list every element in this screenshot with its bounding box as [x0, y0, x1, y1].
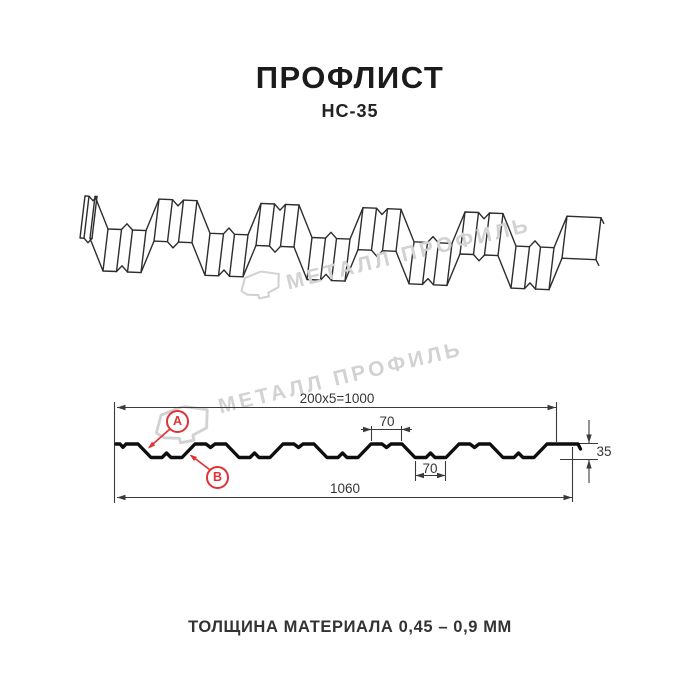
dim-top-flange-label: 70: [379, 414, 395, 429]
side-b-badge: B: [206, 466, 229, 489]
dim-height-label: 35: [596, 444, 612, 459]
page-title: ПРОФЛИСТ: [255, 60, 445, 95]
dim-full-width-label: 1060: [329, 481, 361, 496]
dim-bottom-flange-label: 70: [422, 461, 438, 476]
metal-profile-logo-icon: [154, 404, 209, 445]
side-a-badge: A: [166, 410, 189, 433]
thickness-note: ТОЛЩИНА МАТЕРИАЛА 0,45 – 0,9 ММ: [188, 618, 512, 636]
dim-coverage-label: 200x5=1000: [299, 391, 375, 406]
metal-profile-logo-icon: [240, 270, 280, 300]
profile-code: НС-35: [321, 101, 379, 121]
